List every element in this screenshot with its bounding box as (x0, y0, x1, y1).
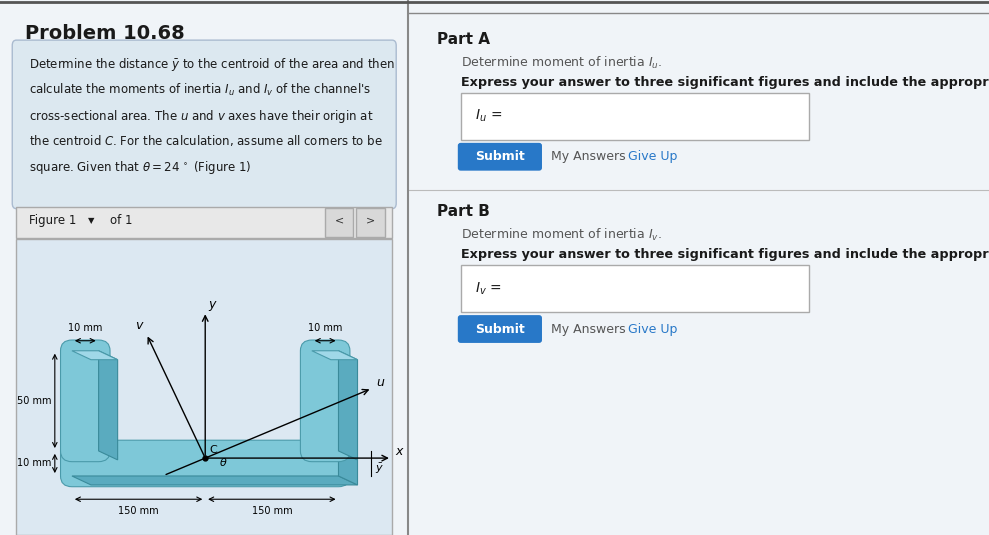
Text: 150 mm: 150 mm (251, 507, 292, 516)
Text: 150 mm: 150 mm (119, 507, 159, 516)
Text: y: y (209, 298, 216, 311)
FancyBboxPatch shape (461, 93, 809, 140)
Text: $\bar{y}$: $\bar{y}$ (375, 461, 384, 476)
Text: Figure 1: Figure 1 (29, 214, 76, 227)
Text: Determine the distance $\bar{y}$ to the centroid of the area and then: Determine the distance $\bar{y}$ to the … (29, 56, 395, 73)
Text: $I_v$ =: $I_v$ = (476, 280, 502, 296)
Polygon shape (338, 451, 358, 485)
Text: x: x (395, 445, 403, 458)
Text: ▼: ▼ (88, 216, 94, 225)
FancyBboxPatch shape (461, 265, 809, 312)
Text: Part A: Part A (437, 32, 491, 47)
Text: $\theta$: $\theta$ (219, 456, 227, 468)
Text: Part B: Part B (437, 204, 491, 219)
Text: 10 mm: 10 mm (17, 458, 51, 469)
Text: Express your answer to three significant figures and include the appropriate uni: Express your answer to three significant… (461, 248, 989, 261)
Polygon shape (312, 351, 358, 360)
Text: $I_u$ =: $I_u$ = (476, 108, 502, 124)
Text: u: u (376, 377, 384, 389)
FancyBboxPatch shape (12, 40, 397, 209)
Text: cross-sectional area. The $u$ and $v$ axes have their origin at: cross-sectional area. The $u$ and $v$ ax… (29, 108, 373, 125)
Text: Submit: Submit (476, 323, 525, 335)
Text: square. Given that $\theta = 24\,^\circ$ (Figure 1): square. Given that $\theta = 24\,^\circ$… (29, 159, 251, 176)
Text: >: > (366, 216, 375, 225)
FancyBboxPatch shape (60, 440, 350, 487)
FancyBboxPatch shape (17, 207, 392, 238)
Text: Determine moment of inertia $I_v$.: Determine moment of inertia $I_v$. (461, 227, 662, 243)
Polygon shape (338, 351, 358, 460)
Text: calculate the moments of inertia $I_u$ and $I_v$ of the channel's: calculate the moments of inertia $I_u$ a… (29, 82, 371, 98)
Polygon shape (72, 351, 118, 360)
Text: Problem 10.68: Problem 10.68 (25, 24, 184, 43)
FancyBboxPatch shape (301, 340, 350, 462)
FancyBboxPatch shape (324, 208, 353, 237)
Text: Give Up: Give Up (628, 323, 677, 335)
FancyBboxPatch shape (17, 239, 392, 535)
Text: Determine moment of inertia $I_u$.: Determine moment of inertia $I_u$. (461, 55, 662, 71)
Text: 50 mm: 50 mm (17, 396, 51, 406)
Text: the centroid $C$. For the calculation, assume all corners to be: the centroid $C$. For the calculation, a… (29, 133, 383, 148)
Text: Express your answer to three significant figures and include the appropriate uni: Express your answer to three significant… (461, 76, 989, 89)
Text: 10 mm: 10 mm (308, 323, 342, 333)
Text: My Answers: My Answers (551, 323, 626, 335)
Text: of 1: of 1 (111, 214, 133, 227)
Text: C: C (210, 445, 218, 455)
Text: Give Up: Give Up (628, 150, 677, 163)
Polygon shape (99, 351, 118, 460)
FancyBboxPatch shape (60, 340, 110, 462)
Text: v: v (135, 318, 142, 332)
FancyBboxPatch shape (458, 143, 542, 171)
Text: <: < (334, 216, 343, 225)
Text: Submit: Submit (476, 150, 525, 163)
Text: 10 mm: 10 mm (68, 323, 103, 333)
Polygon shape (72, 476, 358, 485)
FancyBboxPatch shape (458, 315, 542, 343)
FancyBboxPatch shape (356, 208, 385, 237)
Text: My Answers: My Answers (551, 150, 626, 163)
